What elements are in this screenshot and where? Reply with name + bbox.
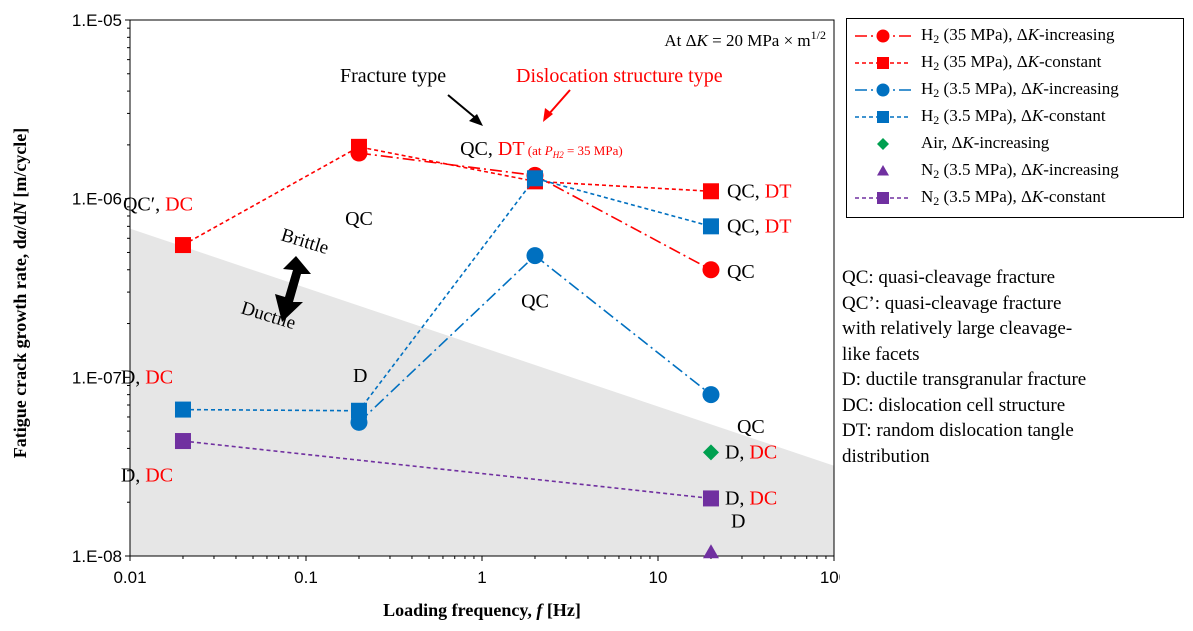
legend-marker (876, 83, 890, 97)
point-annotation: D, DC (725, 487, 777, 509)
point-annotation: D, DC (121, 465, 173, 487)
legend-label: H2 (35 MPa), ΔK-constant (921, 52, 1102, 73)
note-line: DC: dislocation cell structure (842, 394, 1066, 416)
legend-marker (877, 111, 889, 123)
legend-label: N2 (3.5 MPa), ΔK-constant (921, 187, 1106, 208)
point-annotation: QC, DT (727, 180, 791, 202)
legend-label: H2 (35 MPa), ΔK-increasing (921, 25, 1115, 46)
x-tick-label: 0.01 (113, 568, 146, 587)
series-4 (702, 444, 719, 461)
ductile-region (130, 228, 834, 556)
point-annotation: D (731, 511, 745, 533)
y-tick-label: 1.E-06 (72, 190, 122, 209)
brittle-label: Brittle (279, 225, 332, 259)
legend-entry: H2 (3.5 MPa), ΔK-constant (847, 104, 1183, 130)
y-tick-label: 1.E-08 (72, 547, 122, 566)
legend-label: H2 (3.5 MPa), ΔK-increasing (921, 79, 1119, 100)
legend-swatch (855, 192, 911, 204)
data-point (174, 433, 191, 450)
data-point (702, 218, 719, 235)
callout-arrow-red (547, 89, 571, 116)
legend-marker (876, 29, 890, 43)
callout-fracture-type: Fracture type (340, 65, 446, 87)
legend-marker (877, 57, 889, 69)
condition-label: At ΔK = 20 MPa × m1/2 (664, 28, 826, 50)
point-annotation: D, DC (725, 441, 777, 463)
point-annotation: QC (737, 416, 765, 438)
series-1 (174, 138, 719, 254)
legend-label: N2 (3.5 MPa), ΔK-increasing (921, 160, 1119, 181)
point-annotation: QC (727, 261, 755, 283)
data-point (702, 386, 720, 404)
point-annotation: QC, DT (at PH2 = 35 MPa) (460, 138, 623, 160)
x-tick-label: 100 (820, 568, 840, 587)
legend-label: Air, ΔK-increasing (921, 133, 1050, 152)
callout-dislocation-type: Dislocation structure type (516, 65, 723, 87)
legend-swatch (855, 111, 911, 123)
legend-swatch (877, 138, 889, 150)
series-5 (702, 544, 719, 559)
data-point (174, 237, 191, 254)
x-tick-label: 1 (477, 568, 486, 587)
point-annotation: QC (345, 208, 373, 230)
x-tick-label: 10 (649, 568, 668, 587)
note-line: with relatively large cleavage- (842, 318, 1073, 339)
series-3 (174, 170, 719, 419)
note-line: QC’: quasi-cleavage fracture (842, 292, 1062, 314)
chart-svg: 1.E-08 1.E-07 1.E-06 1.E-05 0.01 0.1 1 10 100 Loa… (10, 11, 848, 620)
y-tick-label: 1.E-05 (72, 11, 122, 30)
data-point (174, 401, 191, 418)
data-point (526, 247, 544, 265)
abbreviation-notes: QC: quasi-cleavage fracture QC’: quasi-cl… (842, 265, 1187, 469)
note-line: QC: quasi-cleavage fracture (842, 267, 1056, 288)
data-point (702, 261, 720, 279)
legend-label: H2 (3.5 MPa), ΔK-constant (921, 106, 1106, 127)
legend-swatch (855, 29, 911, 43)
data-point (526, 170, 543, 187)
y-tick-label: 1.E-07 (72, 368, 122, 387)
data-point (702, 183, 719, 200)
series-line (182, 440, 712, 500)
note-line: D: ductile transgranular fracture (842, 369, 1087, 390)
callout-arrow-black (447, 94, 479, 121)
point-annotation: D (353, 365, 367, 387)
legend-marker (877, 192, 889, 204)
point-annotation: QC′, DC (123, 193, 193, 215)
legend-entry: Air, ΔK-increasing (847, 131, 1183, 157)
legend-entry: N2 (3.5 MPa), ΔK-constant (847, 185, 1183, 211)
legend-swatch (855, 57, 911, 69)
callout-arrowhead-black (469, 114, 483, 126)
note-line: like facets (842, 343, 920, 365)
data-point (702, 490, 719, 507)
legend: H2 (35 MPa), ΔK-increasing H2 (35 MPa), Δ… (846, 18, 1184, 218)
legend-entry: H2 (3.5 MPa), ΔK-increasing (847, 77, 1183, 103)
point-annotation: QC (521, 290, 549, 312)
data-point (702, 544, 719, 559)
legend-swatch (855, 83, 911, 97)
x-axis-label: Loading frequency, f [Hz] (383, 600, 581, 620)
legend-marker (877, 165, 889, 176)
series-line (182, 146, 712, 246)
legend-entry: H2 (35 MPa), ΔK-constant (847, 50, 1183, 76)
series-6 (174, 433, 719, 507)
callout-arrowhead-red (543, 108, 553, 122)
legend-swatch (877, 165, 889, 176)
point-annotation: QC, DT (727, 215, 791, 237)
legend-entry: H2 (35 MPa), ΔK-increasing (847, 23, 1183, 49)
y-axis-label: Fatigue crack growth rate, da/dN [m/cycl… (10, 128, 30, 459)
x-tick-label: 0.1 (294, 568, 318, 587)
data-point (702, 444, 719, 461)
note-line: distribution (842, 445, 930, 467)
legend-marker (877, 138, 889, 150)
note-line: DT: random dislocation tangle (842, 420, 1074, 441)
data-point (350, 402, 367, 419)
double-arrow (275, 256, 311, 322)
point-annotation: D, DC (121, 366, 173, 388)
data-point (350, 138, 367, 155)
legend-entry: N2 (3.5 MPa), ΔK-increasing (847, 158, 1183, 184)
